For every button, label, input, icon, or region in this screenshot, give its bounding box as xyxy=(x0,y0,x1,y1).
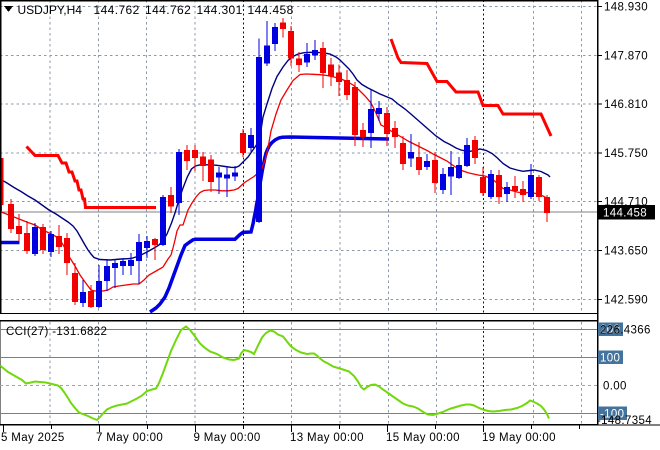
svg-text:144.301: 144.301 xyxy=(197,3,243,17)
svg-text:19 May 00:00: 19 May 00:00 xyxy=(482,432,556,444)
svg-text:145.750: 145.750 xyxy=(604,148,648,160)
svg-text:200: 200 xyxy=(600,324,620,336)
svg-text:142.590: 142.590 xyxy=(604,294,648,306)
svg-text:146.810: 146.810 xyxy=(604,99,648,111)
svg-text:148.930: 148.930 xyxy=(604,2,648,14)
svg-text:226.4366: 226.4366 xyxy=(600,325,651,337)
svg-text:147.870: 147.870 xyxy=(604,50,648,62)
svg-text:5 May 2025: 5 May 2025 xyxy=(1,432,65,444)
svg-text:13 May 00:00: 13 May 00:00 xyxy=(290,432,364,444)
svg-text:144.458: 144.458 xyxy=(603,208,647,220)
svg-text:USDJPY,H4: USDJPY,H4 xyxy=(18,3,83,17)
svg-text:9 May 00:00: 9 May 00:00 xyxy=(194,432,261,444)
svg-text:144.762: 144.762 xyxy=(94,3,140,17)
svg-text:144.762: 144.762 xyxy=(145,3,191,17)
svg-text:15 May 00:00: 15 May 00:00 xyxy=(386,432,460,444)
svg-text:0.00: 0.00 xyxy=(603,381,627,393)
svg-text:-148.7354: -148.7354 xyxy=(597,415,652,427)
svg-text:-100: -100 xyxy=(600,409,624,421)
svg-text:CCI(27) -131.6822: CCI(27) -131.6822 xyxy=(6,326,107,338)
svg-text:144.458: 144.458 xyxy=(248,3,294,17)
svg-text:7 May 00:00: 7 May 00:00 xyxy=(96,432,163,444)
svg-text:143.650: 143.650 xyxy=(604,246,648,258)
svg-text:100: 100 xyxy=(600,353,620,365)
